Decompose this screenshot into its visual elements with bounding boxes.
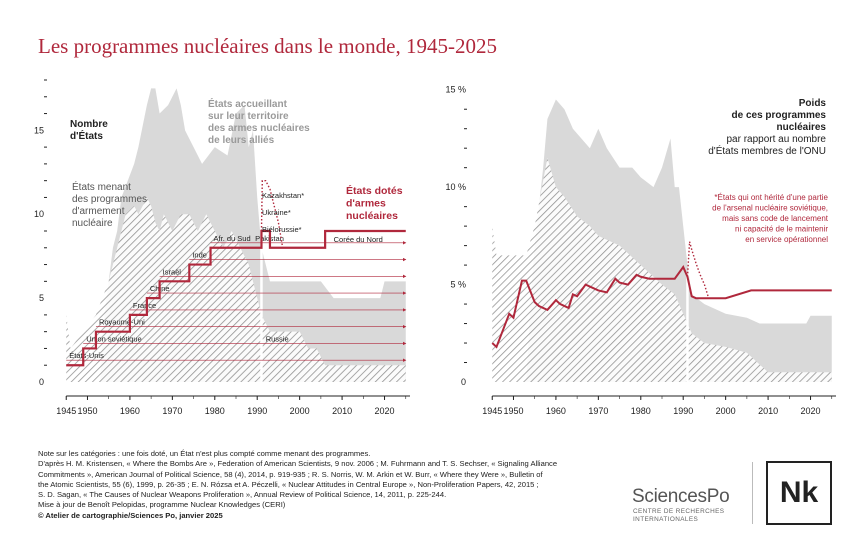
nuclear-states-label-line: nucléaires: [346, 210, 398, 222]
y-tick-label: 5 %: [450, 280, 466, 290]
y-tick-label: 10: [34, 209, 44, 219]
y-tick-label: 10 %: [445, 182, 466, 192]
y-tick-label: 0: [461, 377, 466, 387]
country-label: Russie: [266, 334, 289, 343]
right-panel: 0 5 % 10 % 15 % 1945 1950 1960 1970 1980 1990 2000…: [445, 85, 836, 416]
y-tick-label: 0: [39, 377, 44, 387]
x-tick-label: 2020: [801, 406, 821, 416]
y-axis-sublabel: par rapport au nombre d'États membres de …: [708, 134, 826, 157]
y-axis-sublabel-line: par rapport au nombre: [726, 134, 826, 145]
programme-states-label-line: nucléaire: [72, 218, 113, 229]
chart-canvas: États-Unis Union soviétique Royaume-Uni Fra…: [34, 79, 836, 416]
nuclear-states-label: États dotés d'armes nucléaires: [346, 184, 403, 222]
former-soviet-footnote-line: de l'arsenal nucléaire soviétique,: [712, 204, 828, 213]
programme-states-area: [66, 197, 406, 382]
country-label: Israël: [163, 267, 182, 276]
left-panel: États-Unis Union soviétique Royaume-Uni Fra…: [34, 79, 410, 416]
hosting-states-label: États accueillant sur leur territoire des …: [208, 97, 310, 146]
x-tick-label: 1950: [503, 406, 523, 416]
x-tick-label: 1990: [247, 406, 267, 416]
x-tick-label: 1945: [56, 406, 76, 416]
x-tick-label: 1990: [673, 406, 693, 416]
x-tick-label: 1945: [482, 406, 502, 416]
y-tick-label: 15: [34, 125, 44, 135]
country-label: Inde: [192, 251, 207, 260]
note-line: D'après H. M. Kristensen, « Where the Bo…: [38, 459, 558, 469]
y-axis-sublabel-line: d'États membres de l'ONU: [708, 144, 826, 157]
y-axis-label-line: Poids: [799, 98, 827, 109]
hosting-states-label-line: de leurs alliés: [208, 135, 275, 146]
country-label: France: [133, 301, 156, 310]
former-soviet-footnote-line: ni capacité de le maintenir: [735, 225, 828, 234]
logo-divider: [752, 462, 753, 524]
x-tick-label: 1970: [588, 406, 608, 416]
ceri-subtitle: CENTRE DE RECHERCHES INTERNATIONALES: [633, 508, 743, 524]
sciencespo-logo: SciencesPo: [632, 486, 730, 507]
nuclear-states-line: [66, 229, 406, 367]
hosting-states-label-line: sur leur territoire: [208, 111, 289, 122]
x-tick-label: 2020: [375, 406, 395, 416]
x-tick-label: 2010: [332, 406, 352, 416]
country-label: États-Unis: [69, 351, 104, 360]
credit: © Atelier de cartographie/Sciences Po, j…: [38, 510, 223, 520]
note-line: the Atomic Scientists, 55 (6), 1999, p. …: [38, 479, 539, 489]
y-tick-label: 5: [39, 293, 44, 303]
programme-states-label-line: d'armement: [72, 206, 125, 217]
hosting-states-label-line: États accueillant: [208, 97, 288, 110]
y-axis-label-line: de ces programmes: [732, 110, 827, 121]
x-tick-label: 1950: [77, 406, 97, 416]
x-tick-label: 2000: [716, 406, 736, 416]
y-axis-label-line: d'États: [70, 129, 103, 142]
y-axis-label-line: nucléaires: [777, 122, 827, 133]
note-line: Note sur les catégories : une fois doté,…: [38, 449, 371, 458]
nuclear-states-label-line: États dotés: [346, 184, 403, 197]
country-label: Union soviétique: [86, 334, 141, 343]
chart-title: Les programmes nucléaires dans le monde,…: [38, 34, 497, 58]
x-tick-label: 2000: [290, 406, 310, 416]
y-tick-label: 15 %: [445, 85, 466, 95]
source-note: Note sur les catégories : une fois doté,…: [38, 449, 598, 521]
former-soviet-dotted-line: [686, 241, 710, 299]
country-label: Afr. du Sud: [214, 234, 251, 243]
former-soviet-footnote-line: mais sans code de lancement: [722, 214, 829, 223]
country-label: Corée du Nord: [334, 235, 383, 244]
nuclear-states-label-line: d'armes: [346, 198, 386, 210]
x-tick-label: 1980: [631, 406, 651, 416]
x-tick-label: 1960: [546, 406, 566, 416]
former-soviet-dotted-line: [260, 179, 284, 248]
former-soviet-footnote: *États qui ont hérité d'une partie de l'a…: [712, 193, 829, 244]
note-line: S. D. Sagan, « The Causes of Nuclear Wea…: [38, 490, 447, 500]
former-soviet-footnote-line: *États qui ont hérité d'une partie: [714, 193, 828, 202]
programme-states-label: États menant des programmes d'armement nucl…: [72, 180, 147, 229]
nk-logo: Nk: [766, 461, 832, 525]
ukraine-label: Ukraine*: [262, 208, 291, 217]
y-axis-label-line: Nombre: [70, 119, 108, 130]
programme-states-label-line: États menant: [72, 180, 131, 193]
hosting-states-label-line: des armes nucléaires: [208, 123, 310, 134]
note-line: Commitments », American Journal of Polit…: [38, 469, 543, 479]
former-soviet-footnote-line: en service opérationnel: [745, 235, 828, 244]
x-tick-label: 2010: [758, 406, 778, 416]
country-label: Royaume-Uni: [99, 318, 145, 327]
x-tick-label: 1970: [162, 406, 182, 416]
programme-states-label-line: des programmes: [72, 194, 147, 205]
x-tick-label: 1980: [205, 406, 225, 416]
y-axis-label: Nombre d'États: [70, 119, 108, 142]
kazakhstan-label: Kazakhstan*: [262, 191, 304, 200]
ceri-line: INTERNATIONALES: [633, 516, 699, 523]
nuclear-states-share-line: [491, 265, 832, 349]
x-tick-label: 1960: [120, 406, 140, 416]
programme-states-share-area: [492, 157, 832, 382]
belarus-label: Biélorussie*: [262, 225, 302, 234]
note-line: Mise à jour de Benoît Pelopidas, program…: [38, 500, 286, 510]
ceri-line: CENTRE DE RECHERCHES: [633, 508, 725, 515]
y-axis-label: Poids de ces programmes nucléaires: [732, 98, 827, 133]
